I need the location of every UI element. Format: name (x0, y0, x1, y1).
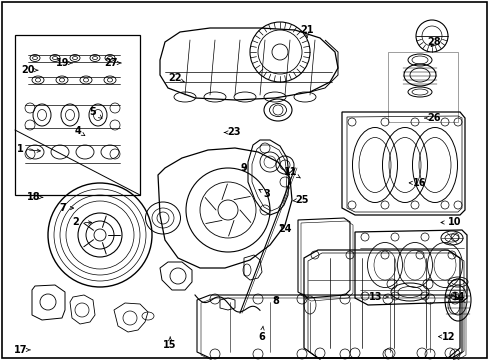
Text: 20: 20 (21, 65, 38, 75)
Text: 27: 27 (104, 58, 121, 68)
Text: 22: 22 (168, 73, 184, 84)
Text: 6: 6 (258, 326, 264, 342)
Bar (15, 35, 140, 195)
Text: 17: 17 (14, 345, 30, 355)
Text: 3: 3 (259, 189, 269, 199)
Text: 10: 10 (440, 217, 461, 228)
Bar (387, 52, 457, 122)
Text: 21: 21 (300, 24, 313, 37)
Text: 19: 19 (56, 58, 72, 68)
Text: 2: 2 (72, 217, 92, 228)
Text: 16: 16 (408, 178, 426, 188)
Text: 5: 5 (89, 107, 102, 118)
Text: 9: 9 (240, 163, 246, 174)
Text: 12: 12 (438, 332, 455, 342)
Text: 26: 26 (424, 113, 440, 123)
Text: 23: 23 (224, 127, 240, 138)
Text: 15: 15 (163, 337, 177, 350)
Text: 28: 28 (427, 37, 440, 48)
Text: 11: 11 (284, 167, 300, 178)
Text: 7: 7 (59, 203, 74, 213)
Text: 14: 14 (445, 292, 465, 302)
Text: 18: 18 (26, 192, 43, 202)
Text: 1: 1 (17, 144, 41, 154)
Text: 8: 8 (272, 296, 279, 306)
Text: 25: 25 (292, 195, 308, 205)
Text: 13: 13 (368, 292, 387, 302)
Text: 24: 24 (277, 224, 291, 234)
Text: 4: 4 (75, 126, 85, 136)
